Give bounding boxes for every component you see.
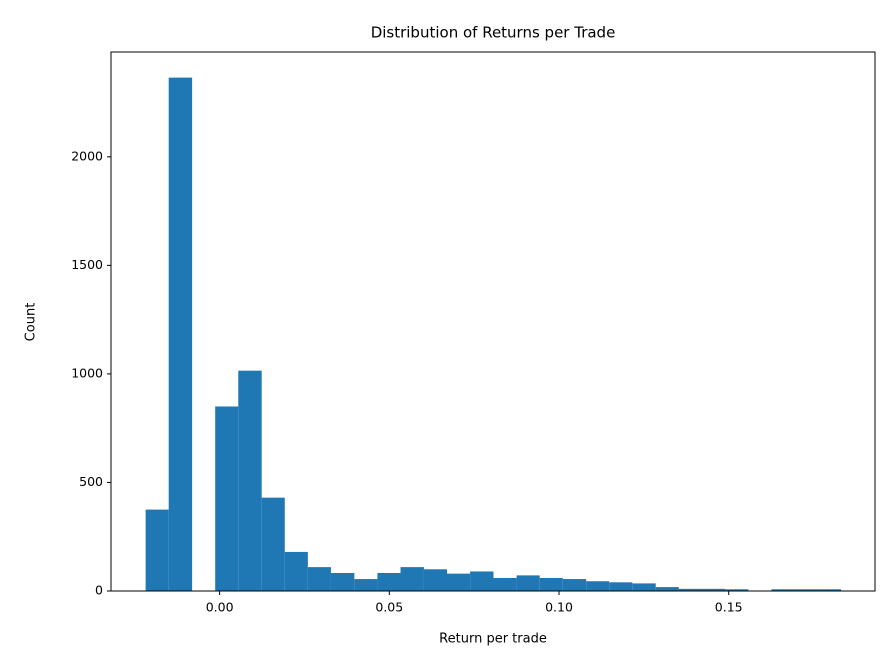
bar xyxy=(400,567,424,591)
y-tick-label: 0 xyxy=(95,583,103,598)
bar xyxy=(447,573,471,591)
bar xyxy=(145,509,169,591)
y-tick-label: 2000 xyxy=(71,148,103,163)
bar xyxy=(725,589,749,591)
x-tick-label: 0.10 xyxy=(545,600,573,615)
y-tick-label: 1000 xyxy=(71,365,103,380)
chart-title: Distribution of Returns per Trade xyxy=(371,24,616,42)
bar xyxy=(655,587,679,591)
x-tick-label: 0.15 xyxy=(715,600,743,615)
bar xyxy=(261,497,285,591)
bar xyxy=(354,579,378,591)
plot-frame xyxy=(110,51,876,592)
bar xyxy=(516,575,540,591)
bar xyxy=(284,551,308,591)
bar xyxy=(609,582,633,591)
bar xyxy=(215,406,239,591)
bar xyxy=(794,589,818,591)
x-tick-label: 0.05 xyxy=(375,600,403,615)
bar xyxy=(377,572,401,591)
bar xyxy=(678,588,702,591)
bar xyxy=(238,370,262,591)
bar xyxy=(771,589,795,591)
bar xyxy=(817,589,842,591)
bar xyxy=(632,583,656,591)
y-tick-label: 1500 xyxy=(71,257,103,272)
x-axis-label: Return per trade xyxy=(439,632,547,647)
bar xyxy=(586,581,610,591)
bar xyxy=(168,77,193,591)
y-tick-label: 500 xyxy=(79,474,103,489)
bar xyxy=(493,577,517,591)
bar xyxy=(307,567,331,591)
bar xyxy=(423,569,448,591)
bar xyxy=(562,579,587,591)
bar xyxy=(330,572,355,591)
y-axis-label: Count xyxy=(24,303,39,342)
bar xyxy=(701,588,726,591)
bar xyxy=(539,577,563,591)
x-tick-label: 0.00 xyxy=(206,600,234,615)
bar xyxy=(470,571,494,591)
